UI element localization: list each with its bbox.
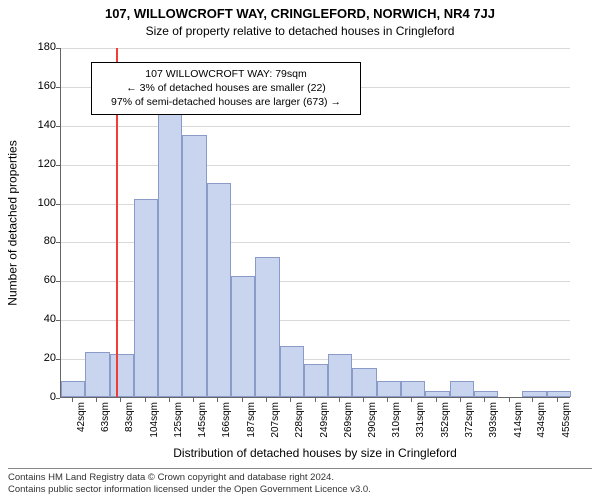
x-tick-mark	[484, 398, 485, 402]
y-tick-label: 40	[16, 313, 56, 325]
y-tick-label: 20	[16, 352, 56, 364]
x-tick-mark	[242, 398, 243, 402]
y-tick-mark	[56, 242, 60, 243]
histogram-bar	[231, 276, 255, 397]
y-tick-label: 120	[16, 158, 56, 170]
y-tick-mark	[56, 281, 60, 282]
y-tick-mark	[56, 204, 60, 205]
x-tick-mark	[315, 398, 316, 402]
histogram-chart: 107, WILLOWCROFT WAY, CRINGLEFORD, NORWI…	[0, 0, 600, 500]
x-tick-mark	[193, 398, 194, 402]
x-tick-mark	[363, 398, 364, 402]
y-axis-label: Number of detached properties	[6, 48, 20, 398]
y-tick-mark	[56, 48, 60, 49]
footer-line-2: Contains public sector information licen…	[8, 484, 592, 496]
histogram-bar	[255, 257, 279, 397]
footer-line-1: Contains HM Land Registry data © Crown c…	[8, 472, 592, 484]
histogram-bar	[474, 391, 498, 397]
y-tick-label: 0	[16, 391, 56, 403]
y-tick-label: 60	[16, 274, 56, 286]
histogram-bar	[61, 381, 85, 397]
x-tick-mark	[145, 398, 146, 402]
annotation-line-1: 107 WILLOWCROFT WAY: 79sqm	[100, 67, 352, 81]
x-tick-mark	[266, 398, 267, 402]
histogram-bar	[207, 183, 231, 397]
histogram-bar	[547, 391, 571, 397]
histogram-bar	[182, 135, 206, 398]
y-tick-mark	[56, 359, 60, 360]
x-tick-mark	[411, 398, 412, 402]
y-tick-mark	[56, 165, 60, 166]
y-tick-mark	[56, 398, 60, 399]
y-tick-label: 180	[16, 41, 56, 53]
x-tick-mark	[96, 398, 97, 402]
gridline	[61, 126, 570, 127]
gridline	[61, 165, 570, 166]
x-tick-mark	[557, 398, 558, 402]
histogram-bar	[158, 113, 182, 397]
histogram-bar	[425, 391, 449, 397]
annotation-line-2: ← 3% of detached houses are smaller (22)	[100, 81, 352, 95]
y-tick-label: 140	[16, 119, 56, 131]
plot-area: 107 WILLOWCROFT WAY: 79sqm← 3% of detach…	[60, 48, 570, 398]
histogram-bar	[328, 354, 352, 397]
x-tick-mark	[509, 398, 510, 402]
x-tick-mark	[169, 398, 170, 402]
annotation-line-3: 97% of semi-detached houses are larger (…	[100, 95, 352, 109]
x-axis-label: Distribution of detached houses by size …	[60, 446, 570, 460]
x-tick-mark	[217, 398, 218, 402]
footer-attribution: Contains HM Land Registry data © Crown c…	[8, 468, 592, 496]
y-tick-label: 100	[16, 197, 56, 209]
chart-subtitle: Size of property relative to detached ho…	[0, 24, 600, 38]
x-tick-mark	[120, 398, 121, 402]
x-tick-mark	[339, 398, 340, 402]
x-tick-mark	[72, 398, 73, 402]
histogram-bar	[110, 354, 134, 397]
y-tick-mark	[56, 320, 60, 321]
y-tick-label: 160	[16, 80, 56, 92]
histogram-bar	[85, 352, 109, 397]
annotation-box: 107 WILLOWCROFT WAY: 79sqm← 3% of detach…	[91, 62, 361, 115]
y-tick-label: 80	[16, 235, 56, 247]
x-tick-mark	[460, 398, 461, 402]
histogram-bar	[304, 364, 328, 397]
x-tick-mark	[387, 398, 388, 402]
x-tick-mark	[532, 398, 533, 402]
histogram-bar	[401, 381, 425, 397]
x-tick-mark	[290, 398, 291, 402]
histogram-bar	[450, 381, 474, 397]
histogram-bar	[377, 381, 401, 397]
histogram-bar	[280, 346, 304, 397]
histogram-bar	[134, 199, 158, 397]
y-tick-mark	[56, 87, 60, 88]
y-tick-mark	[56, 126, 60, 127]
histogram-bar	[522, 391, 546, 397]
chart-title: 107, WILLOWCROFT WAY, CRINGLEFORD, NORWI…	[0, 6, 600, 21]
gridline	[61, 48, 570, 49]
histogram-bar	[352, 368, 376, 397]
x-tick-mark	[436, 398, 437, 402]
